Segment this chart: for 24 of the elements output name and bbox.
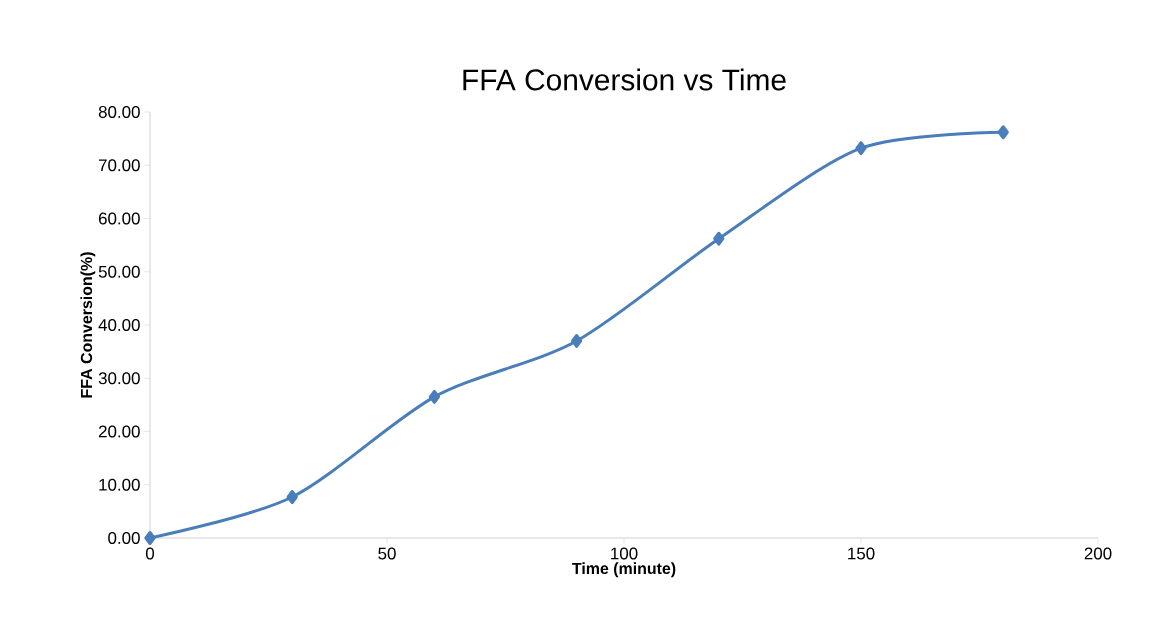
chart-title: FFA Conversion vs Time <box>463 68 786 91</box>
x-tick-label: 0 <box>145 547 155 560</box>
y-tick-label: 40.00 <box>98 318 140 331</box>
x-tick-label: 150 <box>848 547 875 560</box>
x-tick-label: 200 <box>1084 547 1112 560</box>
x-tick-label: 100 <box>611 547 638 560</box>
y-tick-label: 70.00 <box>98 159 140 172</box>
y-tick-label: 10.00 <box>99 478 140 491</box>
point <box>286 489 298 504</box>
y-tick-label: 0.00 <box>108 531 140 544</box>
y-axis-title: FFA Conversion(%) <box>80 252 96 398</box>
x-tick-label: 50 <box>378 547 396 560</box>
point <box>144 530 156 545</box>
y-tick-label: 80.00 <box>98 105 140 118</box>
point <box>570 333 583 348</box>
y-tick-label: 20.00 <box>98 425 140 438</box>
point <box>713 231 725 246</box>
point <box>428 389 441 404</box>
x-axis-title: Time (minute) <box>572 562 676 578</box>
point <box>997 125 1009 140</box>
y-tick-label: 30.00 <box>98 372 140 385</box>
y-tick-label: 60.00 <box>98 212 140 225</box>
point <box>855 141 867 156</box>
y-tick-label: 50.00 <box>98 265 140 278</box>
